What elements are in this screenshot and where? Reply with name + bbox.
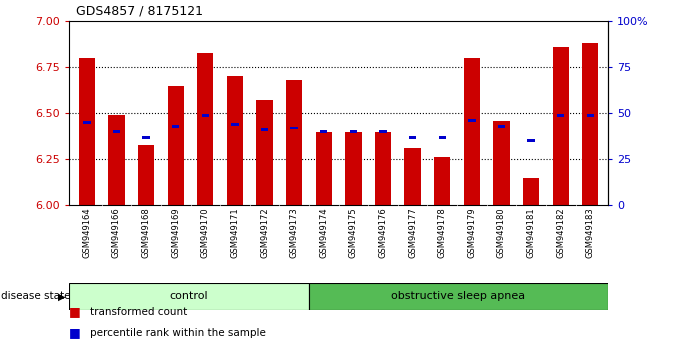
Bar [439, 136, 446, 139]
Text: GSM949179: GSM949179 [467, 208, 476, 258]
Bar [309, 283, 608, 310]
Bar [113, 130, 120, 133]
Text: GSM949173: GSM949173 [290, 208, 299, 258]
Text: ▶: ▶ [58, 291, 66, 302]
Text: GSM949175: GSM949175 [349, 208, 358, 258]
Bar [557, 114, 565, 116]
Bar [316, 132, 332, 205]
Bar [286, 80, 302, 205]
Bar [290, 126, 298, 130]
Bar [231, 123, 238, 126]
Bar [409, 136, 416, 139]
Bar [138, 144, 154, 205]
Bar [172, 125, 180, 128]
Bar [320, 130, 328, 133]
Bar [69, 283, 309, 310]
Bar [468, 119, 475, 122]
Text: percentile rank within the sample: percentile rank within the sample [90, 328, 266, 338]
Text: GSM949182: GSM949182 [556, 208, 565, 258]
Bar [493, 121, 509, 205]
Text: GSM949164: GSM949164 [82, 208, 91, 258]
Text: GSM949178: GSM949178 [437, 208, 447, 258]
Bar [83, 121, 91, 124]
Bar [261, 129, 268, 131]
Text: disease state: disease state [1, 291, 70, 302]
Bar [404, 148, 421, 205]
Bar [527, 139, 535, 142]
Text: GSM949169: GSM949169 [171, 208, 180, 258]
Bar [202, 114, 209, 116]
Bar [434, 158, 451, 205]
Bar [256, 101, 273, 205]
Text: GSM949176: GSM949176 [379, 208, 388, 258]
Bar [142, 136, 150, 139]
Bar [108, 115, 124, 205]
Bar [553, 47, 569, 205]
Text: GSM949171: GSM949171 [230, 208, 240, 258]
Text: GSM949183: GSM949183 [586, 208, 595, 258]
Bar [498, 125, 505, 128]
Text: ■: ■ [69, 305, 81, 318]
Text: GSM949168: GSM949168 [142, 208, 151, 258]
Text: GSM949170: GSM949170 [201, 208, 210, 258]
Text: ■: ■ [69, 326, 81, 339]
Text: obstructive sleep apnea: obstructive sleep apnea [392, 291, 526, 302]
Bar [197, 52, 214, 205]
Bar [464, 58, 480, 205]
Bar [167, 86, 184, 205]
Bar [79, 58, 95, 205]
Text: GSM949180: GSM949180 [497, 208, 506, 258]
Text: GSM949181: GSM949181 [527, 208, 536, 258]
Bar [346, 132, 361, 205]
Bar [227, 76, 243, 205]
Text: GDS4857 / 8175121: GDS4857 / 8175121 [76, 5, 203, 18]
Bar [375, 132, 391, 205]
Text: GSM949174: GSM949174 [319, 208, 328, 258]
Text: control: control [170, 291, 209, 302]
Bar [523, 178, 539, 205]
Text: transformed count: transformed count [90, 307, 187, 316]
Bar [350, 130, 357, 133]
Text: GSM949166: GSM949166 [112, 208, 121, 258]
Bar [379, 130, 387, 133]
Text: GSM949172: GSM949172 [260, 208, 269, 258]
Bar [587, 114, 594, 116]
Text: GSM949177: GSM949177 [408, 208, 417, 258]
Bar [582, 43, 598, 205]
